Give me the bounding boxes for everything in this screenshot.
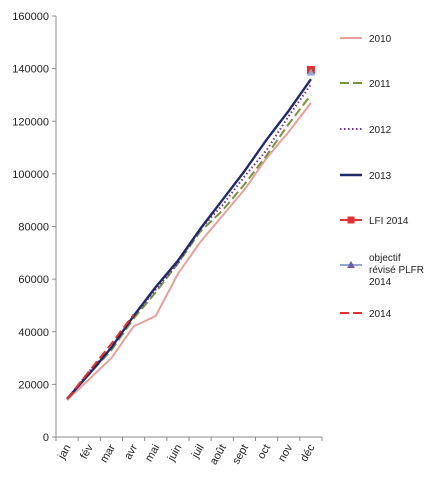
x-tick-label: déc: [298, 442, 318, 464]
y-tick-label: 0: [43, 432, 49, 444]
data-point-2010: [310, 102, 312, 104]
data-point-2013: [177, 260, 179, 262]
y-tick-label: 40000: [18, 327, 49, 339]
data-point-2010: [133, 325, 135, 327]
data-point-2013: [243, 170, 245, 172]
data-point-2012: [288, 115, 290, 117]
legend-label: 2010: [369, 34, 392, 45]
series-2010: [66, 102, 312, 401]
x-tick-label: mai: [143, 443, 162, 464]
y-tick-label: 140000: [12, 64, 49, 76]
legend-marker: [347, 216, 355, 224]
series-objectif-r-vis-plfr-2014: [306, 68, 315, 76]
x-tick-label: août: [208, 443, 229, 468]
series-line-2014: [66, 314, 135, 400]
data-point-2011: [310, 94, 312, 96]
data-point-2013: [221, 199, 223, 201]
legend-marker: [347, 261, 355, 268]
legend-item-2010: 2010: [340, 34, 392, 45]
y-tick-label: 160000: [12, 11, 49, 23]
data-point-2010: [177, 273, 179, 275]
y-tick-label: 100000: [12, 169, 49, 181]
x-tick-label: juin: [165, 443, 184, 465]
legend-item-2014: 2014: [340, 309, 392, 320]
data-point-2010: [88, 378, 90, 380]
x-tick-label: sept: [230, 443, 251, 467]
data-point-2014: [66, 398, 68, 400]
data-point-2010: [155, 315, 157, 317]
data-point-2010: [110, 357, 112, 359]
data-point-2011: [155, 291, 157, 293]
data-point-2012: [221, 204, 223, 206]
data-point-2011: [288, 123, 290, 125]
legend-label: 2014: [369, 309, 392, 320]
data-point-2011: [266, 154, 268, 156]
legend-item-objectif-r-vis-plfr-2014: objectif révisé PLFR 2014: [340, 253, 424, 288]
data-point-2011: [221, 210, 223, 212]
data-point-2013: [155, 286, 157, 288]
data-point-2010: [221, 215, 223, 217]
data-point-objectif-r-vis-plfr-2014: [306, 68, 315, 76]
y-tick-label: 60000: [18, 274, 49, 286]
series-line-2010: [66, 102, 312, 401]
series-line-2013: [66, 78, 312, 400]
series-2011: [66, 94, 312, 400]
legend-item-2012: 2012: [340, 125, 392, 136]
data-point-2013: [110, 347, 112, 349]
x-tick-label: mar: [98, 442, 118, 465]
data-point-2014: [110, 343, 112, 345]
x-tick-label: nov: [276, 442, 296, 464]
x-tick-label: fév: [78, 442, 96, 461]
x-tick-label: juil: [189, 443, 207, 462]
data-point-2013: [288, 110, 290, 112]
data-point-2010: [243, 189, 245, 191]
legend-label: 2012: [369, 125, 392, 136]
legend-label: LFI 2014: [369, 216, 409, 227]
data-point-2011: [243, 183, 245, 185]
y-tick-label: 20000: [18, 379, 49, 391]
data-point-2013: [310, 78, 312, 80]
legend-item-2013: 2013: [340, 171, 392, 182]
data-point-2010: [288, 131, 290, 133]
data-point-2014: [133, 314, 135, 316]
data-point-2012: [310, 83, 312, 85]
data-point-2013: [199, 228, 201, 230]
data-point-2014: [88, 370, 90, 372]
legend-label: objectif révisé PLFR 2014: [369, 253, 424, 288]
series-lines: [66, 65, 315, 401]
series-2013: [66, 78, 312, 400]
series-line-2011: [66, 94, 312, 400]
x-tick-label: avr: [122, 442, 140, 462]
x-tick-label: jan: [55, 443, 73, 463]
data-point-2013: [266, 139, 268, 141]
legend-label: 2013: [369, 171, 392, 182]
y-tick-label: 80000: [18, 222, 49, 234]
legend-item-lfi-2014: LFI 2014: [340, 216, 409, 227]
y-tick-label: 120000: [12, 116, 49, 128]
x-tick-label: oct: [255, 443, 273, 462]
axes: 0 20000 40000 60000 80000 100000 120000 140000 1…: [12, 11, 323, 468]
series-2014: [66, 314, 135, 400]
data-point-2012: [243, 176, 245, 178]
legend-item-2011: 2011: [340, 79, 391, 90]
legend-label: 2011: [369, 79, 391, 90]
data-point-2012: [266, 149, 268, 151]
data-point-2010: [199, 241, 201, 243]
series-2012: [66, 83, 312, 400]
legend: 2010 2011 2012 2013 LFI 2014 objectif révisé P…: [340, 34, 424, 320]
